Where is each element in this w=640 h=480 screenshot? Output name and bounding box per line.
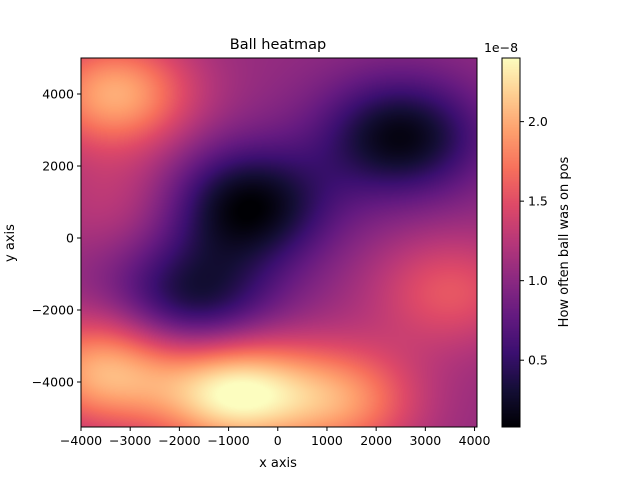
y-tick-label: 4000 bbox=[42, 87, 74, 102]
heatmap-area bbox=[81, 58, 477, 427]
y-axis-label: y axis bbox=[3, 224, 18, 262]
x-tick-label: 4000 bbox=[459, 433, 491, 448]
plot-frame bbox=[80, 57, 478, 428]
x-tick-label: 3000 bbox=[409, 433, 441, 448]
x-axis-label: x axis bbox=[259, 456, 297, 471]
colorbar-tick-label: 2.0 bbox=[528, 114, 548, 129]
y-tick-label: −4000 bbox=[32, 375, 74, 390]
x-tick-label: 0 bbox=[274, 433, 282, 448]
chart-title: Ball heatmap bbox=[230, 37, 326, 53]
y-tick-label: −2000 bbox=[32, 303, 74, 318]
colorbar-tick-label: 0.5 bbox=[528, 353, 548, 368]
colorbar-tick-label: 1.5 bbox=[528, 194, 548, 209]
x-tick-label: −2000 bbox=[158, 433, 200, 448]
colorbar-ticks: 0.5 1.0 1.5 2.0 bbox=[520, 114, 548, 368]
x-tick-label: −3000 bbox=[109, 433, 151, 448]
colorbar-frame bbox=[501, 57, 521, 428]
colorbar-label: How often ball was on pos bbox=[557, 156, 572, 327]
x-tick-label: −4000 bbox=[60, 433, 102, 448]
x-tick-label: 2000 bbox=[360, 433, 392, 448]
x-tick-label: −1000 bbox=[207, 433, 249, 448]
y-axis-ticks: −4000 −2000 0 2000 4000 bbox=[32, 87, 81, 390]
y-tick-label: 0 bbox=[66, 231, 74, 246]
x-tick-label: 1000 bbox=[311, 433, 343, 448]
colorbar-gradient bbox=[502, 58, 520, 427]
x-axis-ticks: −4000 −3000 −2000 −1000 0 1000 2000 3000 4000 bbox=[60, 427, 491, 448]
y-tick-label: 2000 bbox=[42, 159, 74, 174]
colorbar-tick-label: 1.0 bbox=[528, 273, 548, 288]
colorbar-scale-label: 1e−8 bbox=[484, 40, 518, 55]
